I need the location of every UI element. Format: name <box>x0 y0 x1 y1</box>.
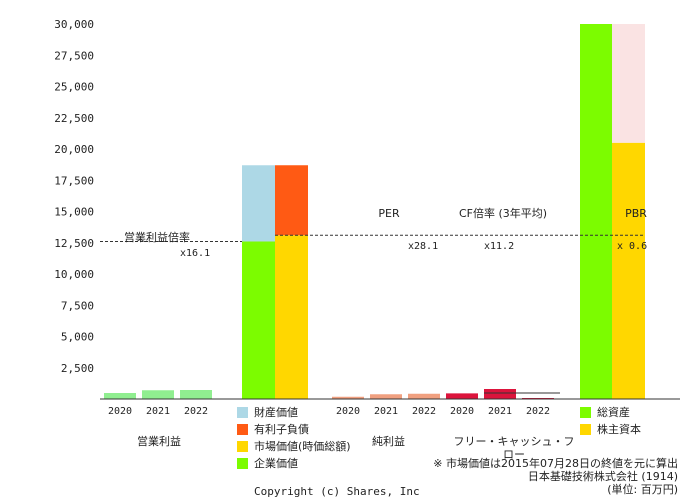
legend-label: 企業価値 <box>254 457 298 470</box>
y-tick-label: 5,000 <box>61 331 94 344</box>
x-tick-label: 2022 <box>184 406 208 417</box>
y-tick-label: 22,500 <box>54 112 94 125</box>
per-value: x28.1 <box>408 241 438 252</box>
footnote-unit: (単位: 百万円) <box>607 483 678 496</box>
bar <box>142 390 174 399</box>
legend-swatch <box>237 424 248 435</box>
legend-swatch <box>580 424 591 435</box>
stacked-bar-segment <box>580 24 612 399</box>
bar <box>370 394 402 399</box>
x-tick-label: 2020 <box>336 406 360 417</box>
bar <box>446 393 478 399</box>
stacked-bar-segment <box>612 24 645 143</box>
stacked-bar-segment <box>242 165 275 242</box>
pbr-label: PBR <box>625 207 647 220</box>
group-label-net-income: 純利益 <box>372 435 405 448</box>
legend-label: 財産価値 <box>254 406 298 419</box>
op-multiple-value: x16.1 <box>180 248 210 259</box>
x-tick-label: 2021 <box>488 406 512 417</box>
op-multiple-label: 営業利益倍率 <box>124 230 190 244</box>
legend-item-enterprise-value: 企業価値 <box>237 455 357 472</box>
legend-balance: 総資産 株主資本 <box>580 404 641 438</box>
x-tick-label: 2021 <box>146 406 170 417</box>
cf-multiple-label: CF倍率 (3年平均) <box>459 206 547 220</box>
y-tick-label: 7,500 <box>61 299 94 312</box>
legend-ev: 財産価値 有利子負債 市場価値(時価総額) 企業価値 <box>237 404 357 472</box>
reference-lines <box>100 234 645 394</box>
y-tick-label: 30,000 <box>54 18 94 31</box>
x-tick-label: 2022 <box>412 406 436 417</box>
y-tick-label: 25,000 <box>54 81 94 94</box>
stacked-bar-segment <box>612 142 645 399</box>
group-label-fcf: フリー・キャッシュ・フロー <box>453 435 575 461</box>
legend-item-market-value: 市場価値(時価総額) <box>237 438 357 455</box>
stacked-bar-segment <box>242 241 275 399</box>
y-axis-ticks: 2,500 5,000 7,500 10,000 12,500 15,000 17,500 2… <box>54 18 94 375</box>
bar <box>408 393 440 399</box>
bar <box>104 393 136 399</box>
legend-swatch <box>237 458 248 469</box>
legend-label: 有利子負債 <box>254 423 309 436</box>
y-tick-label: 17,500 <box>54 174 94 187</box>
y-tick-label: 15,000 <box>54 206 94 219</box>
legend-item-total-assets: 総資産 <box>580 404 641 421</box>
x-tick-label: 2022 <box>526 406 550 417</box>
legend-item-equity: 株主資本 <box>580 421 641 438</box>
x-tick-label: 2020 <box>450 406 474 417</box>
legend-label: 市場価値(時価総額) <box>254 440 351 453</box>
per-label: PER <box>378 207 400 220</box>
y-tick-label: 12,500 <box>54 237 94 250</box>
pbr-value: x 0.6 <box>617 241 647 252</box>
footnote-company: 日本基礎技術株式会社 (1914) <box>527 470 678 483</box>
legend-item-asset-value: 財産価値 <box>237 404 357 421</box>
legend-swatch <box>237 441 248 452</box>
legend-swatch <box>580 407 591 418</box>
y-tick-label: 10,000 <box>54 268 94 281</box>
bar <box>484 389 516 399</box>
x-tick-label: 2020 <box>108 406 132 417</box>
group-label-op-profit: 営業利益 <box>137 435 181 448</box>
bars <box>104 24 645 399</box>
footnote-market-value: ※ 市場価値は2015年07月28日の終値を元に算出 <box>433 457 678 470</box>
cf-multiple-value: x11.2 <box>484 241 514 252</box>
y-tick-label: 2,500 <box>61 362 94 375</box>
chart-labels: 2020 2021 2022 2020 2021 2022 2020 2021 2022 営業利益… <box>108 206 647 417</box>
footnote: ※ 市場価値は2015年07月28日の終値を元に算出 日本基礎技術株式会社 (1… <box>433 457 678 496</box>
stacked-bar-segment <box>275 165 308 236</box>
legend-swatch <box>237 407 248 418</box>
copyright: Copyright (c) Shares, Inc <box>254 485 420 498</box>
bar <box>332 396 364 399</box>
legend-item-debt: 有利子負債 <box>237 421 357 438</box>
legend-label: 総資産 <box>597 406 630 419</box>
y-tick-label: 27,500 <box>54 49 94 62</box>
stacked-bar-segment <box>275 235 308 399</box>
legend-label: 株主資本 <box>597 423 641 436</box>
x-tick-label: 2021 <box>374 406 398 417</box>
bar <box>180 390 212 399</box>
y-tick-label: 20,000 <box>54 143 94 156</box>
